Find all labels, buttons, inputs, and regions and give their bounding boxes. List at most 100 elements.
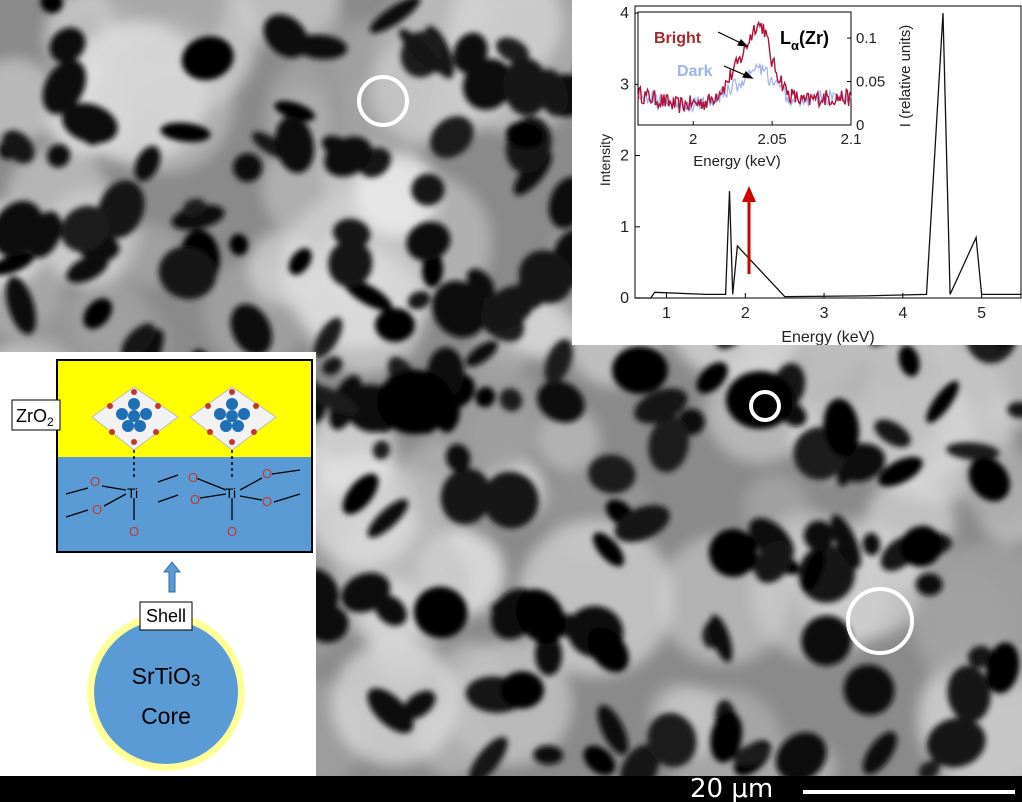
dark-pore (158, 246, 217, 300)
dark-pore (696, 362, 728, 394)
dark-pore (710, 711, 743, 763)
dark-pore (60, 205, 110, 252)
dark-pore (518, 250, 574, 304)
dark-pore (544, 339, 573, 385)
x-tick-label: 4 (898, 305, 907, 322)
dark-pore (967, 645, 993, 668)
zro2-layer (57, 360, 312, 457)
dark-pore (332, 218, 371, 249)
dark-pore (499, 388, 523, 412)
dark-pore (343, 278, 393, 311)
highlight-circle (846, 587, 914, 655)
light-grain (536, 408, 601, 472)
dark-pore (83, 298, 113, 329)
inset-right-y-tick-label: 0.1 (856, 30, 877, 47)
layer-box-frame (56, 359, 313, 553)
dark-pore (801, 549, 825, 592)
dark-pore (898, 345, 920, 377)
dark-pore (430, 116, 474, 159)
dark-pore (411, 173, 445, 206)
dark-pore (134, 145, 161, 182)
dark-pore (121, 323, 156, 359)
x-tick-label: 5 (977, 305, 986, 322)
o-atom-label: O (262, 494, 272, 509)
dark-pore (612, 346, 668, 394)
dark-pore (342, 473, 379, 515)
o-atom-label: O (227, 524, 237, 539)
dark-pore (465, 340, 498, 367)
inset-plot-frame (637, 11, 852, 126)
dark-pore (453, 32, 488, 74)
dark-pore (341, 572, 391, 613)
x-tick-label: 2 (741, 305, 750, 322)
x-tick-label: 1 (662, 305, 671, 322)
main-x-axis-label: Energy (keV) (781, 329, 874, 345)
dark-pore (432, 280, 487, 338)
srtio3-layer (57, 457, 312, 552)
dark-pore (183, 198, 206, 217)
intensity-axis-label: Intensity (597, 134, 613, 186)
core-label: Core (141, 703, 191, 729)
y-tick-label: 0 (620, 290, 629, 307)
dark-pore (900, 525, 943, 567)
dark-pore (862, 731, 897, 775)
dark-pore (915, 573, 943, 596)
dark-pore (181, 36, 234, 81)
scale-bar-strip (0, 776, 1022, 802)
dark-pore (313, 317, 343, 358)
o-atom-label: O (90, 474, 100, 489)
scale-bar-line (803, 790, 1015, 794)
dark-pore (475, 386, 496, 408)
dark-pore (233, 153, 263, 182)
y-tick-label: 3 (620, 76, 629, 93)
dark-pore (40, 0, 63, 14)
dark-pore (516, 589, 566, 644)
dark-pore (968, 457, 1010, 502)
zro2-crystal-icon (189, 386, 277, 451)
dark-pore (533, 745, 564, 765)
dark-pore (377, 369, 453, 435)
dark-pore (482, 471, 539, 529)
inset-x-tick-label: 2.1 (841, 131, 862, 148)
dark-pore (823, 398, 860, 458)
dark-pore (647, 712, 697, 768)
highlight-circle (749, 390, 781, 422)
dark-pore (322, 356, 343, 376)
ti-o-bond-diagram (65, 474, 179, 520)
dark-pore (274, 100, 316, 122)
srtio3-core (94, 620, 238, 764)
dark-pore (328, 239, 373, 288)
main-spectrum-line (635, 13, 1021, 299)
shell-label-box (139, 601, 193, 631)
dark-pore (2, 130, 35, 164)
y-tick-label: 4 (620, 5, 629, 22)
dark-pore (413, 586, 468, 639)
main-plot-frame (634, 5, 1022, 299)
y-tick-label: 1 (620, 219, 629, 236)
dark-pore (49, 27, 86, 63)
dark-pore (375, 308, 415, 342)
dark-pore (399, 28, 442, 74)
dark-pore (293, 34, 348, 60)
dark-pore (367, 499, 409, 538)
dark-pore (985, 642, 1020, 694)
inset-right-y-tick-label: 0 (856, 117, 864, 134)
dark-pore (830, 514, 861, 569)
ti-o-bond-diagram (195, 469, 301, 520)
dark-pore (47, 144, 71, 168)
dark-pore (614, 504, 670, 543)
dark-pore (709, 614, 733, 663)
dark-pore (5, 276, 36, 335)
zro2-label-box (11, 399, 61, 431)
dark-pore (946, 442, 1000, 461)
dark-pore (229, 233, 249, 256)
legend-dark: Dark (677, 63, 713, 80)
light-grain (0, 58, 58, 144)
dark-pore (496, 37, 530, 63)
zro2-crystal-icon (91, 386, 179, 451)
red-arrow (742, 186, 756, 274)
shell-label: Shell (146, 606, 186, 626)
up-arrow-icon (162, 561, 182, 593)
dark-pore (918, 760, 940, 776)
